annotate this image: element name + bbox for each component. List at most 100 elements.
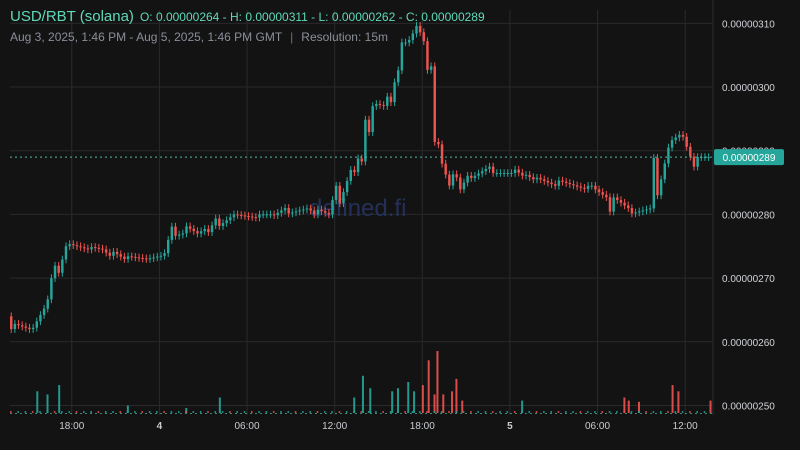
volume-bar xyxy=(199,411,202,413)
candle xyxy=(64,246,68,260)
volume-bar xyxy=(58,385,61,413)
volume-bar xyxy=(455,378,458,413)
candle xyxy=(477,173,480,176)
candle xyxy=(159,255,163,257)
price-axis[interactable]: 0.000003100.000003000.000002900.00000280… xyxy=(722,19,775,412)
volume-bar xyxy=(126,405,129,413)
volume-bar xyxy=(61,411,63,413)
volume-bar xyxy=(148,411,151,413)
candle xyxy=(156,256,159,258)
candle xyxy=(294,211,298,213)
volume-bar xyxy=(177,411,180,413)
candle xyxy=(225,220,228,224)
price-tick-label: 0.00000260 xyxy=(722,338,775,349)
candle xyxy=(535,177,539,180)
watermark: defined.fi xyxy=(309,195,406,222)
candle xyxy=(663,163,666,180)
candle xyxy=(608,197,612,212)
candle xyxy=(411,33,415,40)
candle xyxy=(203,228,206,232)
volume-bar xyxy=(221,411,224,413)
candle xyxy=(579,186,583,188)
candle xyxy=(97,247,101,249)
volume-bar xyxy=(652,411,655,413)
candle xyxy=(393,82,396,103)
volume-bar xyxy=(627,400,630,413)
candle xyxy=(499,173,502,175)
candle xyxy=(353,169,356,173)
candle xyxy=(163,253,166,256)
candle xyxy=(451,174,455,186)
volume-bar xyxy=(367,411,370,413)
candle xyxy=(305,208,309,210)
candle xyxy=(459,177,462,190)
volume-bar xyxy=(564,411,567,413)
volume-bar xyxy=(218,397,221,413)
volume-bar xyxy=(528,411,531,413)
candle xyxy=(250,216,254,218)
candle xyxy=(667,147,670,164)
candle xyxy=(83,247,86,249)
volume-bar xyxy=(418,411,421,413)
time-axis[interactable]: 18:00 4 06:00 12:00 18:00 5 06:00 12:00 xyxy=(59,421,698,432)
candle xyxy=(93,247,97,249)
candle xyxy=(685,136,688,147)
volume-bar xyxy=(427,360,430,413)
price-tick-label: 0.00000280 xyxy=(722,210,775,221)
candle xyxy=(575,185,579,187)
candle xyxy=(455,174,458,178)
volume-bar xyxy=(426,411,428,413)
volume-bar xyxy=(543,411,545,413)
candle xyxy=(386,96,389,106)
candle xyxy=(86,248,90,250)
candle xyxy=(426,41,429,70)
volume-bar xyxy=(436,351,439,413)
volume-bar xyxy=(696,411,698,413)
candle xyxy=(287,208,290,214)
candle xyxy=(10,316,13,330)
current-price-marker: 0.00000289 xyxy=(10,149,784,166)
volume-bar xyxy=(601,411,604,413)
volume-bar xyxy=(586,411,589,413)
candle xyxy=(72,244,75,246)
candle xyxy=(214,218,217,226)
candle xyxy=(619,200,623,203)
candle xyxy=(703,157,707,159)
candle xyxy=(152,257,155,259)
volume-bar xyxy=(521,400,524,413)
volume-bar xyxy=(361,375,364,413)
volume-bar xyxy=(112,411,114,413)
candle xyxy=(601,192,604,195)
volume-bar xyxy=(677,391,680,413)
candle xyxy=(320,209,323,212)
candle xyxy=(645,209,648,211)
time-tick-label: 12:00 xyxy=(322,421,347,432)
candle xyxy=(659,179,663,196)
volume-bar xyxy=(39,411,41,413)
candle xyxy=(433,66,436,142)
volume-bar xyxy=(477,411,479,413)
candle xyxy=(75,245,79,247)
volume-bar xyxy=(68,411,71,413)
candle xyxy=(349,169,352,181)
volume-bar xyxy=(535,411,538,413)
volume-bar xyxy=(433,411,436,413)
candle xyxy=(564,181,568,183)
volume-bar xyxy=(10,411,12,413)
volume-bar xyxy=(353,411,355,413)
volume-bar xyxy=(185,411,187,413)
candle xyxy=(375,103,378,107)
candle xyxy=(261,214,265,216)
candle xyxy=(554,184,557,186)
volume-bar xyxy=(280,411,282,413)
volume-bar xyxy=(353,397,356,413)
candle xyxy=(546,180,550,183)
candle xyxy=(356,158,360,173)
candle xyxy=(594,185,597,190)
candle xyxy=(174,226,177,236)
volume-bar xyxy=(141,411,144,413)
candle xyxy=(298,210,301,212)
candle xyxy=(104,249,108,253)
candle xyxy=(185,226,188,234)
